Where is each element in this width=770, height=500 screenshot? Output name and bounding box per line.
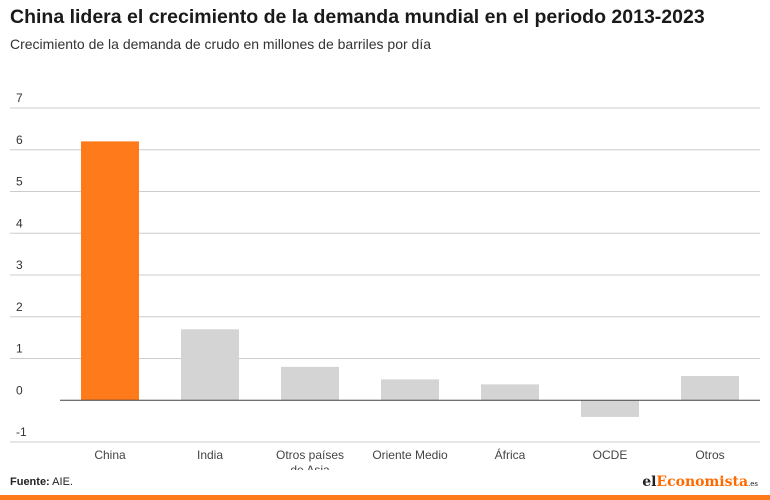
- bar[interactable]: [181, 329, 239, 401]
- x-category-label: India: [197, 448, 223, 462]
- source-text: AIE.: [49, 476, 73, 488]
- y-tick-label: 1: [16, 342, 23, 356]
- x-category-label: Otros países: [276, 448, 344, 462]
- bar[interactable]: [481, 384, 539, 401]
- x-category-label: de Asia: [290, 463, 330, 470]
- brand-bottom-bar: [0, 495, 770, 500]
- bars: [81, 141, 739, 417]
- brand-logo[interactable]: elEconomista.es: [642, 474, 758, 490]
- x-category-label: China: [94, 448, 126, 462]
- brand-suffix: .es: [748, 480, 758, 488]
- y-tick-label: 2: [16, 300, 23, 314]
- source-label: Fuente:: [10, 476, 50, 488]
- chart-subtitle: Crecimiento de la demanda de crudo en mi…: [10, 36, 432, 52]
- x-category-label: Otros: [695, 448, 724, 462]
- x-category-label: OCDE: [593, 448, 628, 462]
- y-tick-label: 3: [16, 258, 23, 272]
- x-category-label: Oriente Medio: [372, 448, 448, 462]
- bar[interactable]: [381, 379, 439, 401]
- y-tick-label: -1: [16, 425, 27, 439]
- y-tick-label: 5: [16, 175, 23, 189]
- bar[interactable]: [581, 400, 639, 417]
- y-tick-label: 0: [16, 383, 23, 397]
- bar[interactable]: [281, 366, 339, 401]
- brand-economista: Economista: [656, 474, 749, 490]
- bar[interactable]: [81, 141, 139, 401]
- brand-el: el: [642, 474, 657, 490]
- y-axis-ticks: 7 6 5 4 3 2 1 0 -1: [16, 91, 27, 439]
- source-note: Fuente: AIE.: [10, 476, 73, 488]
- chart-title: China lidera el crecimiento de la demand…: [10, 6, 705, 28]
- bar[interactable]: [681, 376, 739, 401]
- y-tick-label: 6: [16, 133, 23, 147]
- x-category-label: África: [495, 447, 526, 462]
- y-tick-label: 4: [16, 216, 23, 230]
- y-tick-label: 7: [16, 91, 23, 105]
